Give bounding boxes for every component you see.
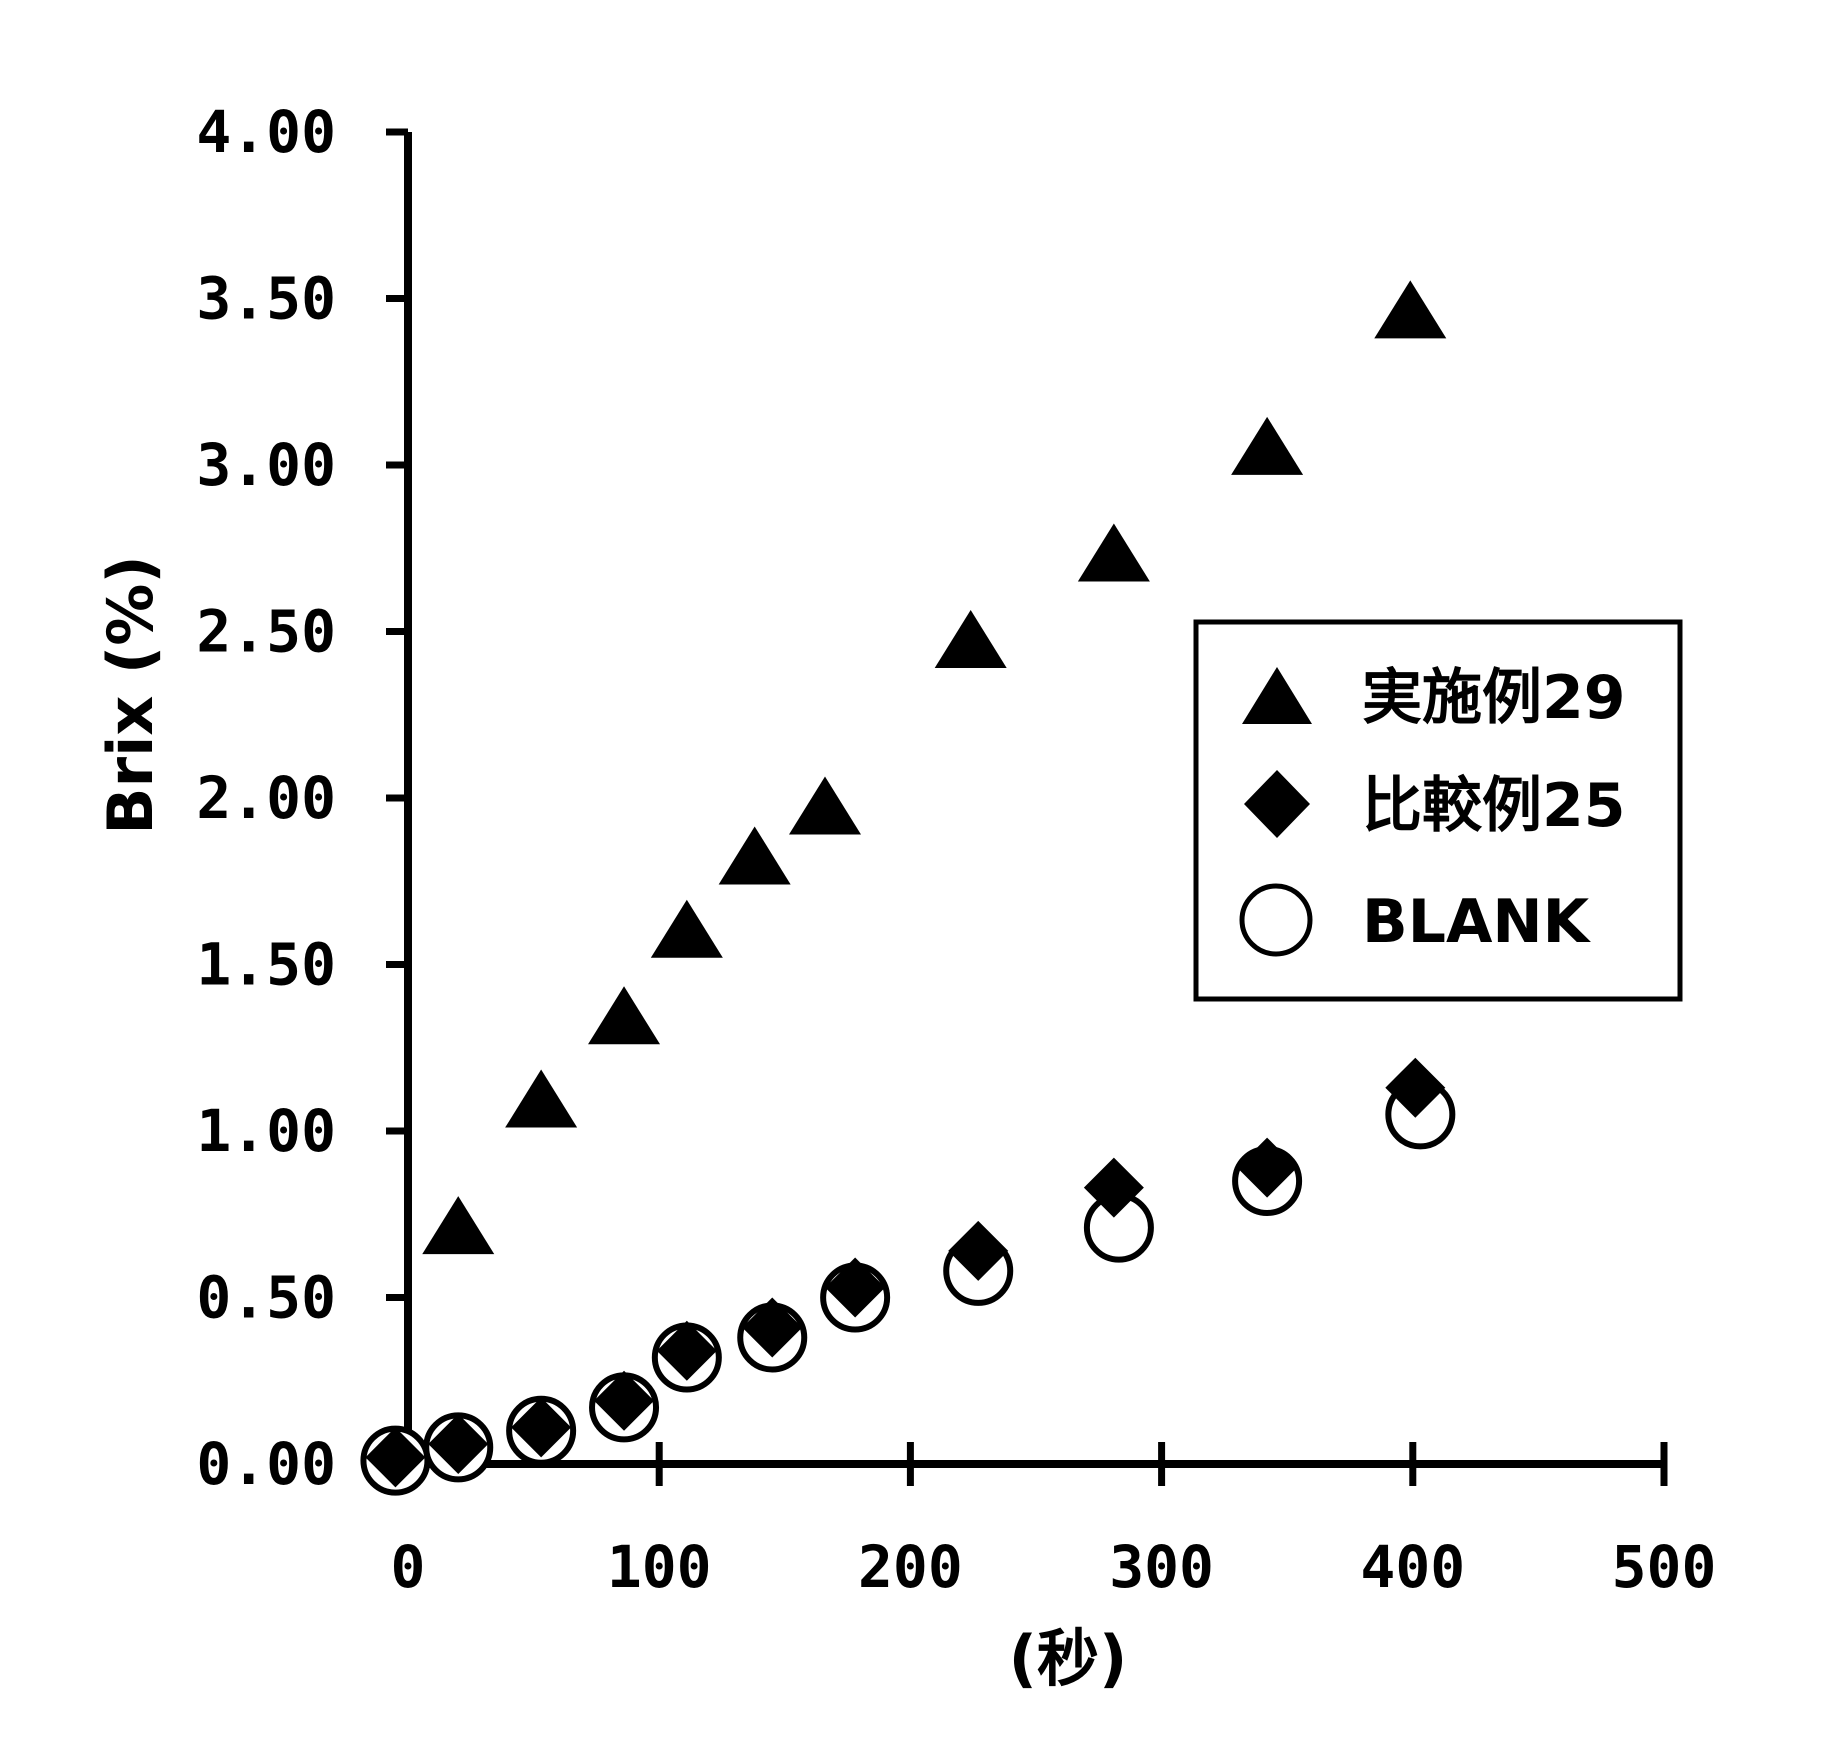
- point-comparative-example-25: [1237, 1137, 1298, 1198]
- y-axis-title: Brix (%): [94, 555, 167, 834]
- point-comparative-example-25: [1385, 1057, 1446, 1118]
- point-comparative-example-25: [511, 1397, 572, 1458]
- y-tick-label: 0.50: [196, 1264, 336, 1332]
- x-tick-label: 0: [391, 1533, 426, 1601]
- x-tick-label: 300: [1109, 1533, 1214, 1601]
- legend-label-series-2: 比較例25: [1362, 771, 1626, 841]
- x-tick-label: 200: [858, 1533, 963, 1601]
- data-points: [360, 280, 1456, 1496]
- point-example-29: [650, 899, 723, 958]
- y-tick-label: 1.50: [196, 931, 336, 999]
- y-tick-label: 2.00: [196, 764, 336, 832]
- y-tick-label: 3.00: [196, 431, 336, 499]
- point-comparative-example-25: [428, 1414, 489, 1475]
- x-tick-label: 500: [1612, 1533, 1717, 1601]
- point-comparative-example-25: [594, 1370, 655, 1431]
- point-example-29: [588, 986, 661, 1045]
- y-tick-label: 0.00: [196, 1430, 336, 1498]
- point-example-29: [1077, 523, 1150, 582]
- legend-diamond-icon: [1244, 770, 1310, 838]
- point-comparative-example-25: [1083, 1157, 1144, 1218]
- x-ticks: 0 100 200 300 400 500: [391, 1442, 1717, 1601]
- legend-triangle-icon: [1242, 667, 1312, 724]
- point-comparative-example-25: [365, 1427, 426, 1488]
- point-example-29: [788, 776, 861, 835]
- y-tick-label: 1.00: [196, 1097, 336, 1165]
- y-tick-label: 2.50: [196, 598, 336, 666]
- y-ticks: 0.00 0.50 1.00 1.50 2.00 2.50 3.00 3.50 4.00: [196, 98, 408, 1498]
- x-tick-label: 400: [1360, 1533, 1465, 1601]
- y-tick-label: 4.00: [196, 98, 336, 166]
- point-example-29: [718, 826, 791, 885]
- point-comparative-example-25: [742, 1297, 803, 1358]
- legend-open-circle-icon: [1239, 883, 1313, 957]
- point-example-29: [934, 610, 1007, 669]
- point-comparative-example-25: [948, 1220, 1009, 1281]
- point-example-29: [1374, 280, 1447, 339]
- legend-label-series-3: BLANK: [1362, 887, 1592, 957]
- point-example-29: [422, 1196, 495, 1255]
- point-comparative-example-25: [656, 1320, 717, 1381]
- legend: 実施例29 比較例25 BLANK: [1193, 619, 1683, 1002]
- point-example-29: [1231, 416, 1304, 475]
- legend-label-series-1: 実施例29: [1362, 663, 1626, 733]
- point-example-29: [505, 1069, 578, 1128]
- x-axis-title: (秒): [1009, 1622, 1128, 1695]
- point-comparative-example-25: [825, 1257, 886, 1318]
- x-tick-label: 100: [607, 1533, 712, 1601]
- y-tick-label: 3.50: [196, 265, 336, 333]
